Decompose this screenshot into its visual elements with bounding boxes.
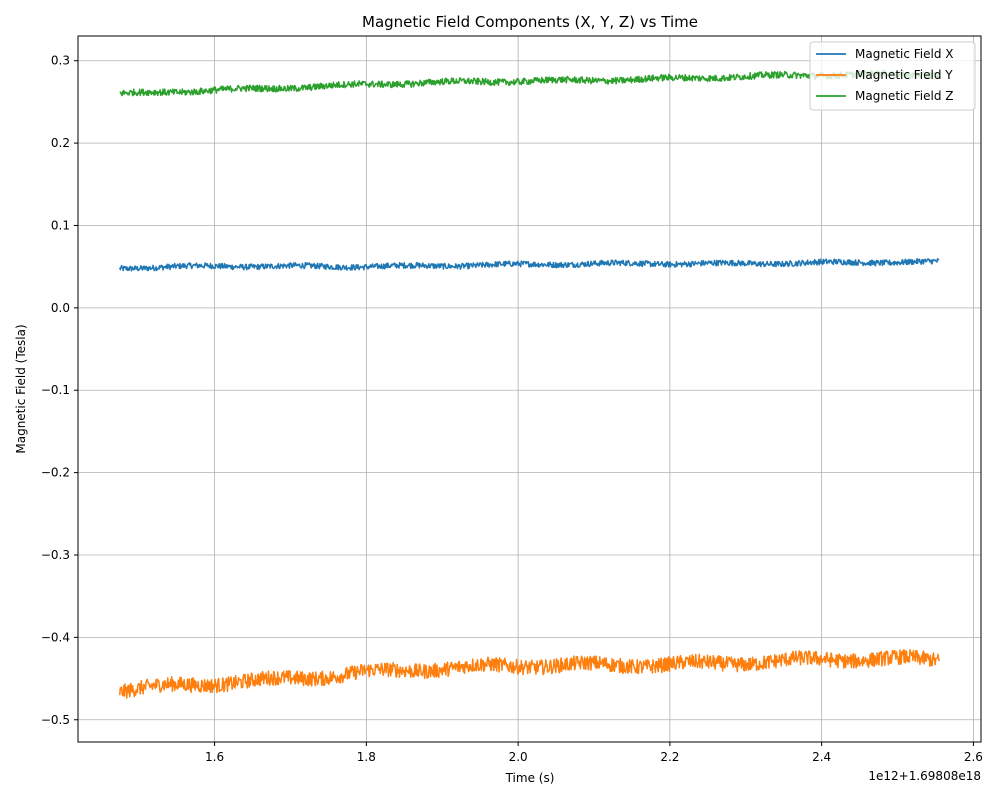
x-tick-label: 2.6: [964, 750, 983, 764]
y-tick-label: −0.1: [41, 383, 70, 397]
y-tick-label: 0.0: [51, 301, 70, 315]
y-tick-label: −0.2: [41, 466, 70, 480]
x-tick-label: 2.0: [509, 750, 528, 764]
y-axis-label: Magnetic Field (Tesla): [14, 324, 28, 453]
series-line: [118, 649, 940, 699]
y-tick-label: 0.3: [51, 54, 70, 68]
y-tick-label: 0.1: [51, 218, 70, 232]
legend-label: Magnetic Field Y: [855, 68, 953, 82]
series-line: [119, 257, 940, 272]
plot-frame: [77, 35, 982, 743]
legend: Magnetic Field X Magnetic Field Y Magnetic…: [809, 41, 976, 111]
series-line: [119, 69, 940, 97]
series-layer: [118, 69, 940, 699]
y-tick-label: 0.2: [51, 136, 70, 150]
x-tick-label: 1.8: [357, 750, 376, 764]
y-tick-label: −0.5: [41, 713, 70, 727]
plot-background: [78, 36, 981, 742]
legend-label: Magnetic Field X: [855, 47, 954, 61]
chart-title: Magnetic Field Components (X, Y, Z) vs T…: [362, 13, 698, 31]
axis-layer: 1.6 1.8 2.0 2.2 2.4 2.6 0.3 0.2 0.1 0.0 −0.1 −0.2 −0…: [41, 54, 983, 764]
x-tick-label: 2.4: [812, 750, 831, 764]
x-axis-offset-label: 1e12+1.69808e18: [868, 769, 981, 783]
y-tick-label: −0.4: [41, 630, 70, 644]
legend-label: Magnetic Field Z: [855, 89, 954, 103]
x-tick-label: 2.2: [660, 750, 679, 764]
legend-box: [809, 41, 976, 111]
x-tick-label: 1.6: [205, 750, 224, 764]
y-tick-label: −0.3: [41, 548, 70, 562]
x-axis-label: Time (s): [505, 771, 555, 785]
grid-layer: [78, 36, 981, 742]
